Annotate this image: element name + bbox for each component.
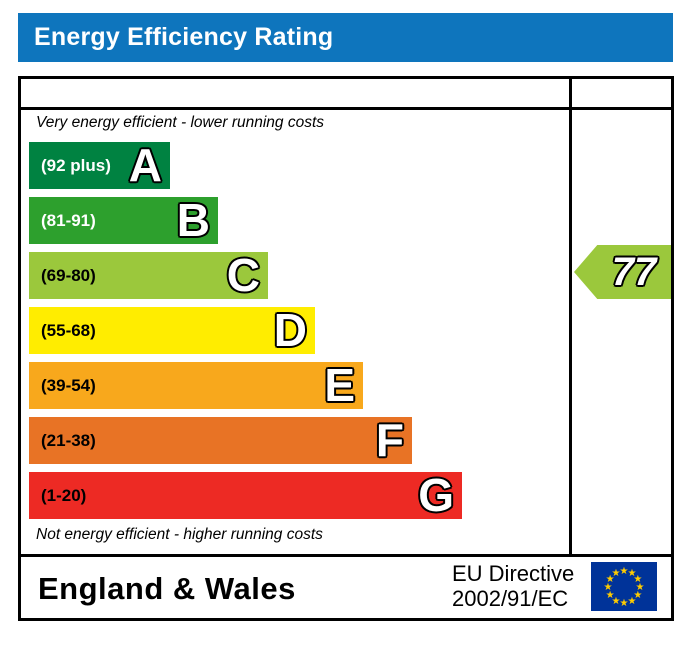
svg-text:★: ★ <box>620 598 629 609</box>
band-a: (92 plus) A <box>29 142 170 189</box>
band-g-range-label: (1-20) <box>41 485 87 505</box>
band-d: (55-68) D <box>29 307 315 354</box>
band-g-letter: G <box>418 469 454 521</box>
svg-text:★: ★ <box>636 582 645 593</box>
header-row-divider <box>18 107 674 110</box>
chart-frame <box>18 76 674 621</box>
band-e: (39-54) E <box>29 362 363 409</box>
svg-text:★: ★ <box>604 582 613 593</box>
band-c-range-label: (69-80) <box>41 265 96 285</box>
band-g: (1-20) G <box>29 472 462 519</box>
rating-arrow: 77 <box>574 245 671 299</box>
band-b-range-label: (81-91) <box>41 210 96 230</box>
svg-text:★: ★ <box>620 566 629 577</box>
rating-column-divider <box>569 76 572 557</box>
eu-directive-label: EU Directive 2002/91/EC <box>452 561 574 611</box>
band-d-letter: D <box>273 304 307 356</box>
svg-text:★: ★ <box>606 574 615 585</box>
band-b-letter: B <box>176 194 210 246</box>
svg-text:★: ★ <box>628 568 637 579</box>
band-c: (69-80) C <box>29 252 268 299</box>
band-c-letter: C <box>226 249 260 301</box>
svg-text:★: ★ <box>612 568 621 579</box>
band-a-range-label: (92 plus) <box>41 155 111 175</box>
band-f: (21-38) F <box>29 417 412 464</box>
band-f-range-label: (21-38) <box>41 430 96 450</box>
band-b: (81-91) B <box>29 197 218 244</box>
svg-text:★: ★ <box>628 596 637 607</box>
svg-text:★: ★ <box>633 590 642 601</box>
region-label: England & Wales <box>38 570 296 606</box>
title-bar: Energy Efficiency Rating <box>18 13 673 62</box>
top-note: Very energy efficient - lower running co… <box>36 114 325 131</box>
eu-directive-line2: 2002/91/EC <box>452 586 569 611</box>
current-rating-value: 77 <box>611 250 657 294</box>
band-a-letter: A <box>128 139 162 191</box>
page-title: Energy Efficiency Rating <box>34 23 334 51</box>
band-f-letter: F <box>375 414 404 466</box>
band-d-range-label: (55-68) <box>41 320 96 340</box>
eu-flag-icon: ★ ★ ★ ★ ★ ★ ★ ★ ★ ★ ★ ★ <box>591 562 657 611</box>
band-e-range-label: (39-54) <box>41 375 96 395</box>
svg-text:★: ★ <box>633 574 642 585</box>
svg-text:★: ★ <box>606 590 615 601</box>
svg-text:★: ★ <box>612 596 621 607</box>
footer-row-divider <box>18 554 674 557</box>
bottom-note: Not energy efficient - higher running co… <box>36 526 323 543</box>
band-e-letter: E <box>324 359 355 411</box>
eu-directive-line1: EU Directive <box>452 561 575 586</box>
